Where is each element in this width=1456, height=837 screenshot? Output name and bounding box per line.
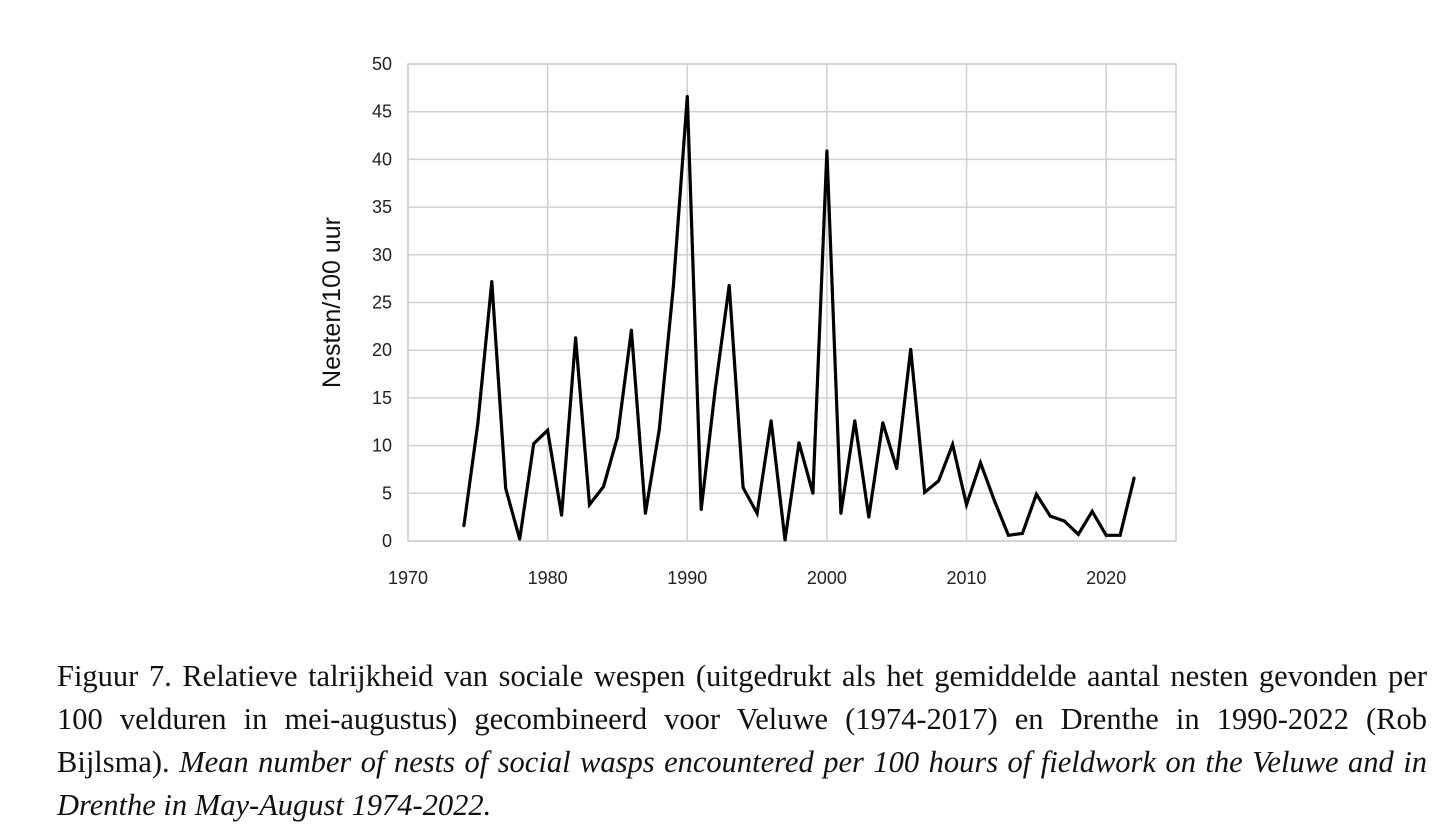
y-tick-label: 25 (372, 293, 392, 313)
data-point (643, 511, 647, 515)
data-point (574, 336, 578, 340)
data-point (657, 427, 661, 431)
data-point (797, 441, 801, 445)
data-point (1104, 533, 1108, 537)
x-tick-label: 2020 (1086, 568, 1126, 588)
data-point (671, 285, 675, 289)
y-tick-label: 40 (372, 149, 392, 169)
chart-area: 0 5 10 15 20 25 30 35 40 45 50 1970 1980 1990 2000 201… (318, 54, 1177, 588)
x-tick-label: 1980 (528, 568, 568, 588)
data-point (1076, 532, 1080, 536)
data-point (1132, 476, 1136, 480)
data-point (629, 328, 633, 332)
y-tick-label: 45 (372, 102, 392, 122)
data-point (951, 443, 955, 447)
y-axis-title: Nesten/100 uur (318, 217, 346, 388)
x-tick-label: 1970 (388, 568, 428, 588)
caption-english: Mean number of nests of social wasps enc… (57, 745, 1428, 822)
y-tick-label: 30 (372, 245, 392, 265)
data-point (1034, 492, 1038, 496)
data-point (601, 485, 605, 489)
y-tick-label: 50 (372, 54, 392, 74)
data-point (1006, 533, 1010, 537)
data-point (741, 486, 745, 490)
data-point (1020, 531, 1024, 535)
data-point (909, 347, 913, 351)
data-point (755, 511, 759, 515)
y-tick-label: 35 (372, 197, 392, 217)
data-point (825, 149, 829, 153)
figure-caption: Figuur 7. Relatieve talrijkheid van soci… (57, 655, 1427, 827)
x-tick-labels: 1970 1980 1990 2000 2010 2020 (388, 568, 1126, 588)
data-point (546, 428, 550, 432)
data-point (992, 499, 996, 503)
data-point (588, 503, 592, 507)
data-point (769, 419, 773, 423)
data-point (518, 537, 522, 541)
data-point (490, 280, 494, 284)
data-point (965, 503, 969, 507)
data-point (560, 513, 564, 517)
data-point (615, 435, 619, 439)
data-point (811, 491, 815, 495)
data-point (504, 487, 508, 491)
series-line (462, 96, 1136, 541)
line-chart: 0 5 10 15 20 25 30 35 40 45 50 1970 1980 1990 2000 201… (318, 54, 1177, 588)
data-point (476, 422, 480, 426)
data-point (1062, 519, 1066, 523)
data-point (727, 283, 731, 287)
data-point (895, 466, 899, 470)
y-tick-label: 20 (372, 340, 392, 360)
y-tick-label: 0 (382, 531, 392, 551)
y-tick-label: 5 (382, 483, 392, 503)
data-point (881, 421, 885, 425)
x-tick-label: 1990 (667, 568, 707, 588)
x-tick-label: 2010 (947, 568, 987, 588)
gridlines (407, 63, 1176, 542)
y-tick-label: 10 (372, 436, 392, 456)
plot-frame (407, 63, 1177, 542)
data-point (937, 479, 941, 483)
data-point (713, 387, 717, 391)
data-point (532, 442, 536, 446)
data-point (853, 419, 857, 423)
data-point (783, 538, 787, 542)
x-tick-label: 2000 (807, 568, 847, 588)
data-point (839, 511, 843, 515)
data-point (699, 508, 703, 512)
data-point (462, 524, 466, 528)
data-point (867, 515, 871, 519)
caption-dutch: Figuur 7. Relatieve talrijkheid van soci… (57, 659, 1427, 779)
data-point (923, 490, 927, 494)
data-point (1048, 514, 1052, 518)
y-tick-labels: 0 5 10 15 20 25 30 35 40 45 50 (372, 54, 392, 551)
data-point (979, 461, 983, 465)
data-point (1118, 533, 1122, 537)
y-tick-label: 15 (372, 388, 392, 408)
data-point (1090, 509, 1094, 513)
data-point (685, 94, 689, 98)
series-group (462, 94, 1136, 542)
